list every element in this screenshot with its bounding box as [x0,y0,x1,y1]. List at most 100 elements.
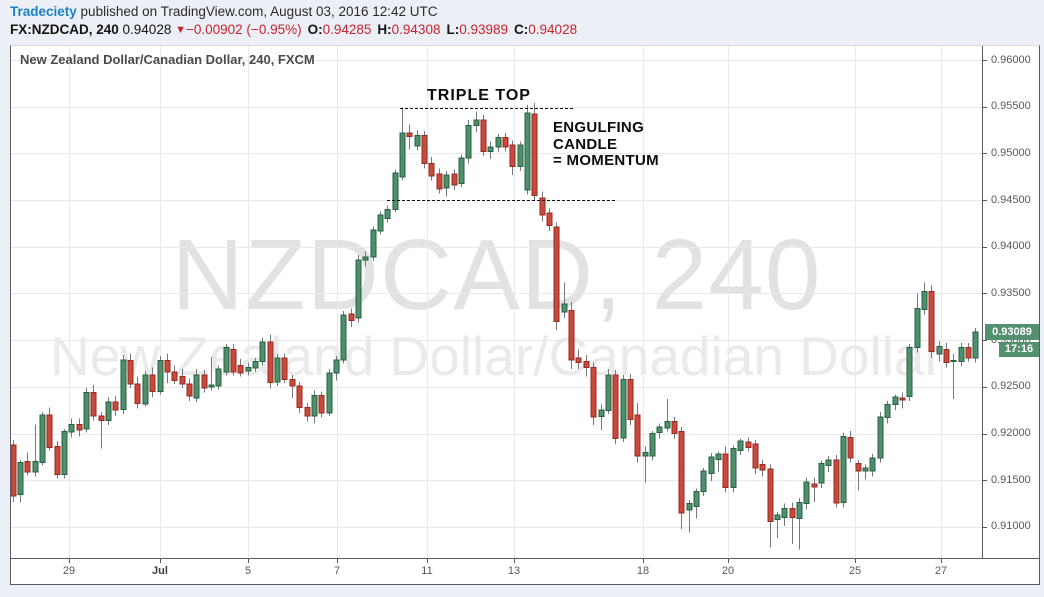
candle [811,477,818,502]
y-axis-tick [983,153,987,154]
candle [950,354,957,399]
candle [840,432,847,508]
candle [620,374,627,442]
candle [157,356,164,395]
candle [972,328,979,363]
high-value: 0.94308 [391,22,441,37]
candle [480,115,487,157]
candle [348,308,355,328]
candle [267,334,274,388]
candle [318,391,325,418]
low-value: 0.93989 [459,22,509,37]
published-line: Tradeciety published on TradingView.com,… [10,4,438,19]
candle [553,222,560,330]
candle [686,499,693,533]
x-axis-label: 18 [636,565,650,577]
x-axis-label: 20 [721,565,735,577]
x-axis-tick [248,559,249,563]
candle [517,141,524,172]
candle [11,440,17,502]
candle [642,446,649,484]
candle [61,428,68,479]
x-axis-tick [69,559,70,563]
candle [399,107,406,181]
candle [737,438,744,456]
candle [855,459,862,491]
candle [583,355,590,377]
candle [936,341,943,362]
candle [767,464,774,548]
y-axis-label: 0.95500 [991,100,1031,112]
price-axis[interactable]: 0.96000 0.95500 0.95000 0.94500 0.94000 0.935… [982,46,1039,559]
annotation-engulfing: ENGULFING CANDLE = MOMENTUM [553,119,659,169]
candle [252,357,259,372]
x-axis-label: Jul [152,565,168,577]
y-axis-tick [983,200,987,201]
x-axis-label: 29 [62,565,76,577]
y-axis-tick [983,247,987,248]
candle [428,157,435,181]
candle [722,446,729,493]
candle [333,356,340,381]
candle [112,396,119,416]
candle [362,251,369,267]
candlestick-chart[interactable] [11,46,982,559]
candle [46,407,53,451]
plot-area[interactable]: NZDCAD, 240 New Zealand Dollar/Canadian … [11,46,982,559]
candle [68,418,75,438]
y-axis-label: 0.91500 [991,474,1031,486]
candle [627,373,634,426]
time-axis[interactable]: 29 Jul 5 7 11 13 18 20 25 27 [11,558,1039,584]
candle [436,168,443,194]
candle [443,171,450,197]
candle [899,392,906,409]
candle [862,464,869,480]
candle [818,460,825,488]
x-axis-label: 27 [934,565,948,577]
symbol-quote-line: FX:NZDCAD, 240 0.94028 ▼−0.00902 (−0.95%… [10,22,578,37]
source-link[interactable]: Tradeciety [10,4,77,19]
candle [943,343,950,368]
candle [796,498,803,550]
candle [487,141,494,159]
x-axis-label: 11 [421,565,433,577]
candle [120,355,127,414]
candle [281,353,288,384]
y-axis-label: 0.95000 [991,147,1031,159]
candle [892,394,899,411]
last-price-badge: 0.93089 [985,324,1039,340]
candle [774,512,781,539]
candle [546,208,553,231]
low-label: L: [446,22,460,37]
candle [745,437,752,452]
candle [656,423,663,439]
candle [575,349,582,370]
candle [590,362,597,426]
candle [524,104,531,195]
x-axis-tick [643,559,644,563]
candle [32,424,39,477]
candle [781,503,788,527]
candle [392,169,399,213]
candle [193,369,200,402]
candle [884,400,891,424]
candle [355,255,362,323]
candle [83,387,90,433]
candle [134,376,141,409]
x-axis-tick [855,559,856,563]
candle [495,133,502,152]
x-axis-tick [728,559,729,563]
y-axis-tick [983,293,987,294]
candle [634,402,641,463]
candle [90,385,97,421]
candle [789,502,796,544]
candle [237,358,244,377]
candle [406,124,413,150]
candle [179,369,186,388]
candle [693,488,700,519]
x-axis-label: 7 [333,565,341,577]
y-axis-label: 0.92500 [991,380,1031,392]
candle [531,103,538,201]
down-triangle-icon: ▼ [175,24,186,36]
x-axis-tick [427,559,428,563]
